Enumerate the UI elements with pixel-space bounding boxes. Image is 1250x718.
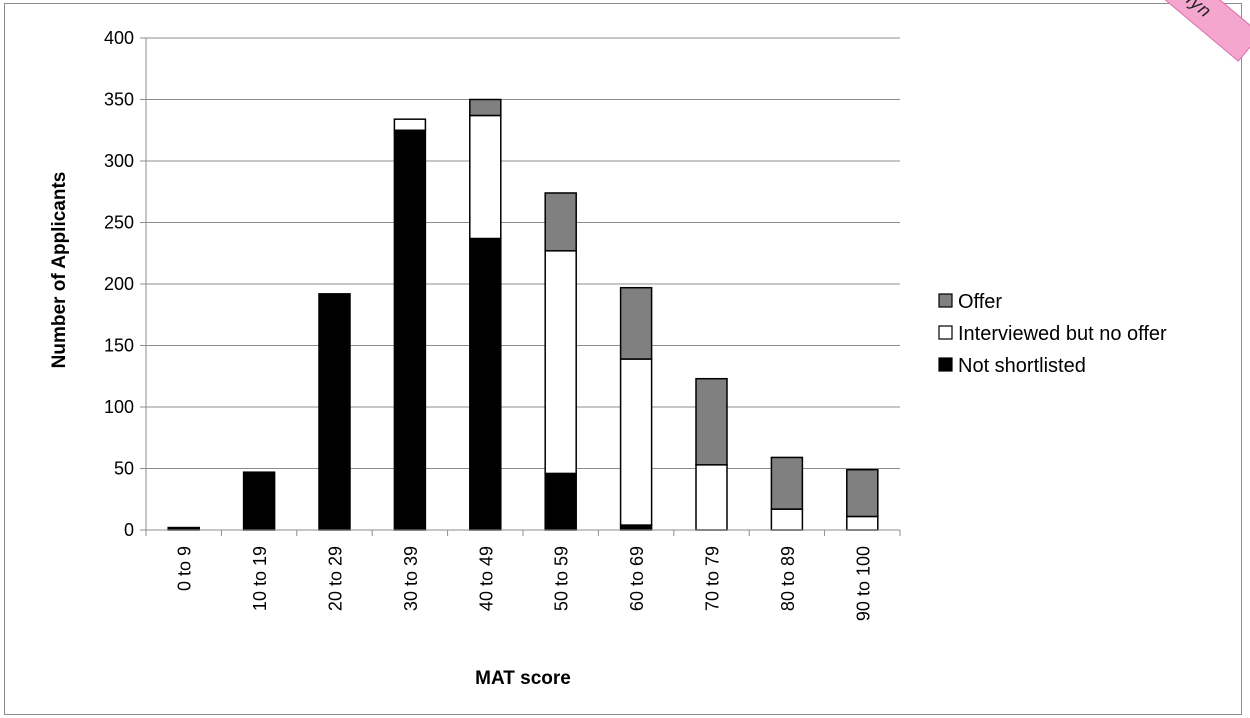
x-tick-label: 40 to 49 bbox=[476, 546, 496, 611]
x-axis-title: MAT score bbox=[475, 668, 571, 689]
bar-segment bbox=[544, 250, 577, 475]
x-tick-label: 70 to 79 bbox=[703, 546, 723, 611]
legend: Offer Interviewed but no offer Not shortli… bbox=[938, 291, 1167, 377]
bar-segment bbox=[544, 472, 577, 531]
bar-segment bbox=[619, 286, 653, 360]
bar-segment bbox=[846, 468, 879, 518]
gridlines bbox=[146, 37, 900, 469]
axes: 0 50 100 150 200 250 300 350 400 0 to 9 10 to 19 20… bbox=[104, 28, 901, 621]
bar-segment bbox=[770, 456, 804, 510]
x-tick-label: 0 to 9 bbox=[175, 546, 195, 591]
bar-segment bbox=[318, 293, 351, 531]
legend-label: Offer bbox=[958, 291, 1002, 313]
y-tick-label: 250 bbox=[104, 213, 134, 233]
y-tick-label: 0 bbox=[124, 520, 134, 540]
bar-segment bbox=[393, 118, 427, 131]
x-tick-label: 60 to 69 bbox=[627, 546, 647, 611]
y-tick-label: 50 bbox=[114, 459, 134, 479]
bar-segment bbox=[770, 508, 804, 531]
x-tick-label: 30 to 39 bbox=[401, 546, 421, 611]
bar-segment bbox=[846, 515, 879, 531]
bar-segment bbox=[469, 98, 502, 117]
y-tick-label: 100 bbox=[104, 397, 134, 417]
x-tick-label: 80 to 89 bbox=[778, 546, 798, 611]
legend-swatch bbox=[938, 357, 953, 372]
legend-label: Not shortlisted bbox=[958, 355, 1086, 377]
y-tick-label: 400 bbox=[104, 28, 134, 48]
stacked-bar-chart: 0 50 100 150 200 250 300 350 400 0 to 9 10 to 19 20… bbox=[49, 28, 1167, 689]
bar-segment bbox=[242, 471, 276, 531]
bar-segment bbox=[469, 114, 502, 240]
bar-segment bbox=[695, 464, 728, 531]
legend-swatch bbox=[938, 293, 953, 308]
y-tick-label: 150 bbox=[104, 336, 134, 356]
y-tick-label: 300 bbox=[104, 151, 134, 171]
x-tick-label: 20 to 29 bbox=[326, 546, 346, 611]
legend-label: Interviewed but no offer bbox=[958, 323, 1167, 345]
x-tick-label: 10 to 19 bbox=[250, 546, 270, 611]
bar-segment bbox=[544, 192, 577, 252]
y-tick-label: 200 bbox=[104, 274, 134, 294]
bar-segment bbox=[695, 377, 728, 466]
bars bbox=[167, 98, 879, 531]
chart-frame: 0 50 100 150 200 250 300 350 400 0 to 9 10 to 19 20… bbox=[4, 0, 1250, 715]
y-tick-label: 350 bbox=[104, 90, 134, 110]
x-tick-label: 90 to 100 bbox=[853, 546, 873, 621]
x-tick-label: 50 to 59 bbox=[552, 546, 572, 611]
y-axis-title: Number of Applicants bbox=[49, 172, 70, 369]
bar-segment bbox=[393, 129, 427, 531]
bar-segment bbox=[619, 358, 653, 526]
legend-swatch bbox=[938, 325, 953, 340]
bar-segment bbox=[469, 237, 502, 531]
